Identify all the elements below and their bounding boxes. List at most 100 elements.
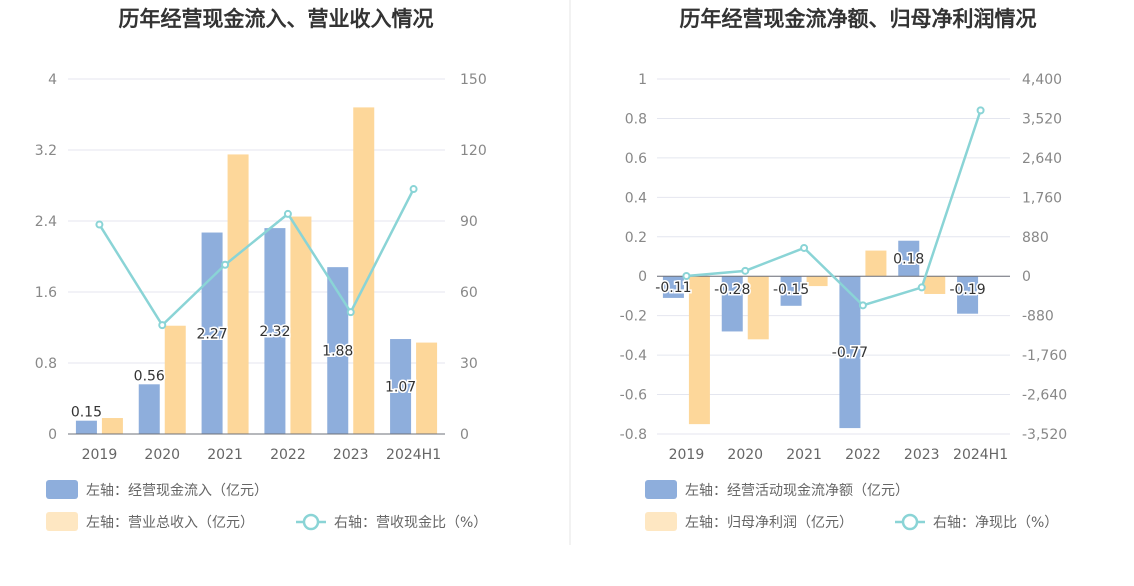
chart-1-ratio-point bbox=[95, 220, 104, 229]
chart-2-right-tick-label: 0 bbox=[1022, 269, 1031, 285]
chart-2-left-tick-label: 0 bbox=[638, 269, 647, 285]
chart-1-ratio-point bbox=[283, 209, 292, 218]
chart-2-right-tick-label: 880 bbox=[1022, 230, 1049, 246]
chart-2-bar-cash-net bbox=[662, 276, 684, 298]
chart-2-category-label: 2021 bbox=[786, 447, 822, 463]
chart-1-bar-cash-inflow bbox=[138, 384, 160, 434]
chart-2-right-tick-label: 1,760 bbox=[1022, 190, 1062, 206]
chart-1-ratio-line bbox=[98, 188, 415, 328]
chart-2-legend-label: 左轴：经营活动现金流净额（亿元） bbox=[685, 483, 909, 499]
chart-2-category-label: 2023 bbox=[904, 447, 940, 463]
chart-2-left-tick-label: -0.4 bbox=[620, 348, 647, 364]
chart-2-right-tick-label: 3,520 bbox=[1022, 111, 1062, 127]
chart-1-bar-cash-inflow bbox=[327, 267, 349, 434]
chart-1-legend-label: 右轴：营收现金比（%） bbox=[334, 515, 487, 531]
chart-2-left-tick-label: -0.2 bbox=[620, 309, 647, 325]
chart-1-data-label: 0.56 bbox=[134, 368, 165, 384]
chart-1-right-tick-label: 120 bbox=[460, 143, 487, 159]
chart-1-bar-revenue bbox=[227, 154, 249, 434]
chart-1-bar-revenue bbox=[416, 342, 438, 434]
chart-1-category-label: 2021 bbox=[207, 447, 243, 463]
chart-2-bar-cash-net bbox=[780, 276, 802, 306]
chart-1-legend-label: 左轴：营业总收入（亿元） bbox=[86, 515, 254, 531]
chart-1-category-label: 2019 bbox=[82, 447, 118, 463]
chart-1-right-tick-label: 30 bbox=[460, 356, 478, 372]
chart-1-legend-swatch bbox=[46, 512, 78, 531]
chart-1-left-tick-label: 1.6 bbox=[35, 285, 57, 301]
chart-2-legend-swatch bbox=[645, 512, 677, 531]
chart-1-category-label: 2023 bbox=[333, 447, 369, 463]
chart-2-legend-label: 右轴：净现比（%） bbox=[933, 515, 1058, 531]
chart-2-data-label: -0.15 bbox=[773, 282, 809, 298]
chart-2-ratio-point bbox=[858, 301, 867, 310]
chart-1-data-label: 1.88 bbox=[322, 344, 353, 360]
chart-2-category-label: 2020 bbox=[727, 447, 763, 463]
chart-1-left-tick-label: 2.4 bbox=[35, 214, 57, 230]
chart-2-left-tick-label: -0.6 bbox=[620, 388, 647, 404]
chart-1-category-label: 2022 bbox=[270, 447, 306, 463]
chart-2-legend-marker bbox=[901, 513, 919, 531]
chart-2-category-label: 2019 bbox=[669, 447, 705, 463]
chart-2-bar-cash-net bbox=[721, 276, 743, 332]
chart-2-left-tick-label: 0.2 bbox=[625, 230, 647, 246]
chart-2-right-tick-label: -3,520 bbox=[1022, 427, 1067, 443]
chart-2-bar-cash-net bbox=[839, 276, 861, 429]
chart-2-bar-net-profit bbox=[747, 276, 769, 340]
chart-2-data-label: -0.28 bbox=[714, 282, 750, 298]
chart-1-bar-revenue bbox=[353, 107, 375, 435]
chart-1-bar-revenue bbox=[164, 325, 186, 434]
chart-2-legend-label: 左轴：归母净利润（亿元） bbox=[685, 514, 853, 531]
chart-1-legend-label: 左轴：经营现金流入（亿元） bbox=[86, 483, 268, 499]
chart-2-ratio-point bbox=[917, 283, 926, 292]
chart-2-data-label: -0.11 bbox=[655, 280, 691, 296]
chart-2-right-tick-label: -2,640 bbox=[1022, 388, 1067, 404]
chart-1-bar-cash-inflow bbox=[390, 339, 412, 434]
chart-1-right-tick-label: 150 bbox=[460, 72, 487, 88]
chart-2-ratio-point bbox=[976, 106, 985, 115]
chart-2-bar-net-profit bbox=[865, 250, 887, 277]
chart-1-ratio-point bbox=[221, 260, 230, 269]
chart-2-data-label: -0.77 bbox=[832, 345, 868, 361]
chart-1-ratio-point bbox=[409, 185, 418, 194]
chart-1-data-label: 1.07 bbox=[385, 380, 416, 396]
chart-1-left-tick-label: 4 bbox=[48, 72, 57, 88]
chart-1-bar-revenue bbox=[290, 216, 312, 434]
chart-1-right-tick-label: 0 bbox=[460, 427, 469, 443]
chart-2-left-tick-label: 0.4 bbox=[625, 190, 647, 206]
chart-2-left-tick-label: 1 bbox=[638, 72, 647, 88]
chart-1-left-tick-label: 0 bbox=[48, 427, 57, 443]
chart-1-left-tick-label: 3.2 bbox=[35, 143, 57, 159]
chart-1-bar-cash-inflow bbox=[264, 228, 286, 434]
chart-2-bar-net-profit bbox=[806, 276, 828, 287]
chart-1-right-tick-label: 60 bbox=[460, 285, 478, 301]
chart-2-category-label: 2024H1 bbox=[953, 447, 1008, 463]
chart-2-right-tick-label: 2,640 bbox=[1022, 151, 1062, 167]
chart-2-right-tick-label: -1,760 bbox=[1022, 348, 1067, 364]
chart-1-bar-revenue bbox=[101, 418, 123, 434]
chart-2-left-tick-label: 0.6 bbox=[625, 151, 647, 167]
chart-2-left-tick-label: 0.8 bbox=[625, 111, 647, 127]
chart-2-ratio-point bbox=[682, 271, 691, 280]
chart-2-data-label: -0.19 bbox=[949, 282, 985, 298]
chart-2-ratio-point bbox=[741, 266, 750, 275]
chart-2-ratio-line bbox=[686, 109, 982, 307]
chart-1-bar-cash-inflow bbox=[75, 420, 97, 434]
chart-2-bar-net-profit bbox=[688, 276, 710, 425]
chart-1-category-label: 2024H1 bbox=[386, 447, 441, 463]
chart-1-ratio-point bbox=[346, 308, 355, 317]
chart-2-bar-cash-net bbox=[957, 276, 979, 314]
chart-1-left-tick-label: 0.8 bbox=[35, 356, 57, 372]
chart-2-category-label: 2022 bbox=[845, 447, 881, 463]
chart-1-category-label: 2020 bbox=[144, 447, 180, 463]
chart-2-right-tick-label: -880 bbox=[1022, 309, 1054, 325]
chart-2-bar-net-profit bbox=[924, 276, 946, 294]
chart-2-right-tick-label: 4,400 bbox=[1022, 72, 1062, 88]
chart-2-ratio-point bbox=[800, 243, 809, 252]
chart-1-legend-marker bbox=[302, 513, 320, 531]
chart-2-title: 历年经营现金流净额、归母净利润情况 bbox=[680, 7, 1037, 31]
chart-2-left-tick-label: -0.8 bbox=[620, 427, 647, 443]
chart-1-data-label: 0.15 bbox=[71, 405, 102, 421]
chart-1-legend-swatch bbox=[46, 480, 78, 499]
